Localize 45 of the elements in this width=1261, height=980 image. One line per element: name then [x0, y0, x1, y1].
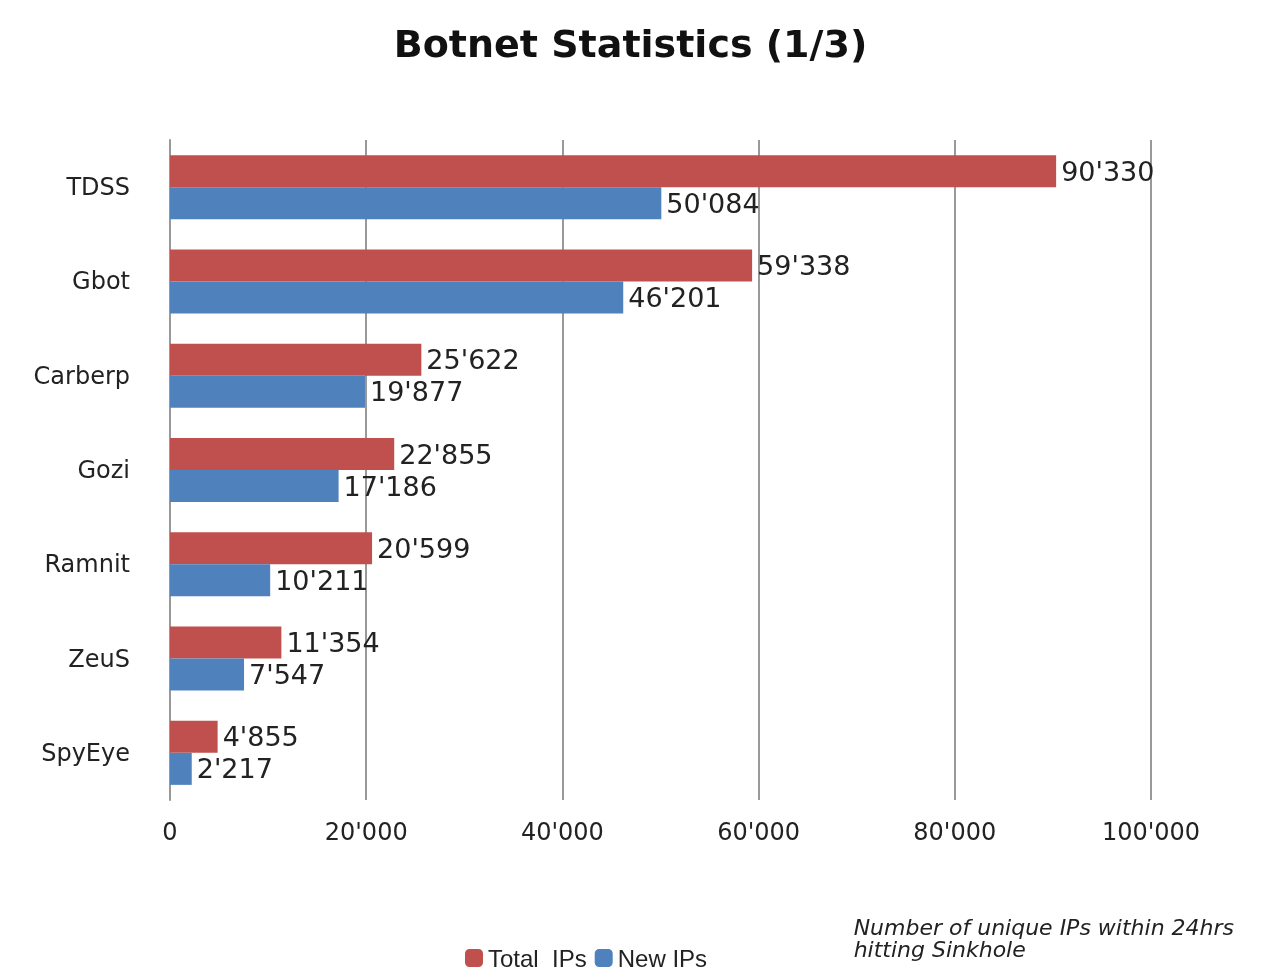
data-label: 25'622 — [426, 344, 520, 376]
bar — [170, 281, 624, 314]
bar — [170, 343, 422, 376]
y-tick-label: ZeuS — [68, 644, 130, 673]
legend-label: New IPs — [617, 944, 708, 972]
bar — [170, 375, 365, 408]
x-tick-label: 40'000 — [520, 818, 604, 846]
bar — [170, 658, 245, 691]
text: Number of unique IPs within 24hrs hitting Sinkhole — [853, 914, 1241, 962]
y-tick-label: SpyEye — [41, 738, 130, 767]
bar — [170, 438, 395, 470]
y-tick-label: TDSS — [65, 173, 130, 202]
y-tick-label: Gbot — [72, 267, 130, 296]
bar — [170, 470, 339, 502]
data-label: 10'211 — [275, 564, 369, 596]
chart-title: Botnet Statistics (1/3) — [393, 22, 868, 66]
y-tick-label: Gozi — [77, 456, 130, 484]
bar — [170, 155, 1057, 188]
legend-label: Total IPs — [488, 944, 587, 972]
data-label: 19'877 — [369, 376, 464, 408]
data-label: 7'547 — [249, 659, 326, 691]
bar — [170, 752, 192, 785]
bar — [170, 187, 662, 220]
data-label: 2'217 — [196, 753, 273, 785]
bar — [170, 720, 218, 753]
data-label: 50'084 — [666, 187, 760, 219]
data-label: 46'201 — [628, 281, 722, 313]
data-label: 11'354 — [286, 627, 380, 659]
data-label: 59'338 — [757, 249, 851, 281]
x-tick-label: 100'000 — [1101, 818, 1201, 846]
y-tick-label: Ramnit — [44, 550, 130, 579]
bar — [170, 249, 753, 282]
data-label: 22'855 — [399, 438, 493, 470]
bar — [170, 626, 282, 659]
x-tick-label: 20'000 — [324, 818, 408, 846]
bar — [170, 564, 271, 597]
bar — [170, 532, 373, 565]
x-tick-label: 0 — [162, 818, 178, 846]
y-tick-label: Carberp — [33, 361, 130, 390]
data-label: 17'186 — [343, 470, 437, 502]
x-tick-label: 60'000 — [717, 818, 801, 846]
data-label: 20'599 — [377, 532, 471, 564]
data-label: 4'855 — [222, 721, 299, 753]
x-tick-label: 80'000 — [913, 818, 997, 846]
data-label: 90'330 — [1061, 155, 1155, 187]
